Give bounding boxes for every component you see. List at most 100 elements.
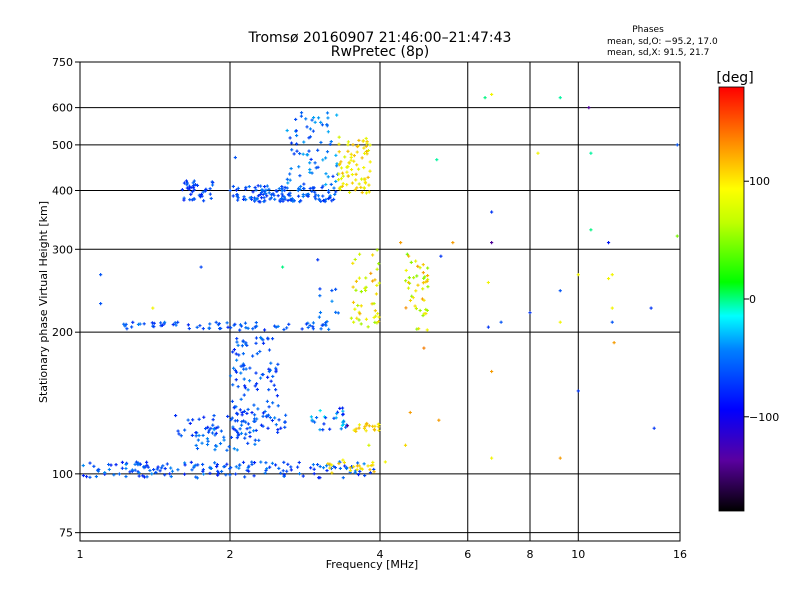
data-point bbox=[208, 471, 212, 475]
data-point bbox=[270, 337, 275, 341]
data-point bbox=[206, 430, 211, 434]
data-point bbox=[284, 413, 288, 417]
data-point bbox=[274, 388, 278, 392]
data-point bbox=[283, 197, 287, 201]
data-point bbox=[365, 141, 369, 145]
data-point bbox=[308, 323, 312, 328]
data-point bbox=[266, 426, 270, 430]
data-point bbox=[208, 466, 212, 470]
data-point bbox=[367, 190, 371, 194]
y-tick-label: 500 bbox=[52, 139, 73, 152]
data-point bbox=[269, 193, 274, 197]
data-point bbox=[242, 363, 246, 368]
data-point bbox=[81, 473, 86, 478]
data-point bbox=[199, 265, 203, 269]
data-point bbox=[270, 461, 275, 465]
data-point bbox=[235, 448, 239, 452]
data-point bbox=[226, 414, 230, 419]
data-point bbox=[412, 276, 416, 280]
data-point bbox=[357, 182, 361, 186]
data-point bbox=[313, 161, 317, 165]
data-point bbox=[273, 463, 278, 467]
data-point bbox=[350, 172, 354, 177]
data-point bbox=[328, 142, 332, 146]
data-point bbox=[324, 197, 328, 202]
data-point bbox=[325, 111, 330, 115]
data-point bbox=[285, 186, 289, 190]
data-point bbox=[252, 413, 257, 417]
data-point bbox=[310, 189, 314, 194]
data-point bbox=[294, 129, 298, 133]
data-point bbox=[367, 424, 371, 428]
data-point bbox=[408, 298, 413, 303]
data-point bbox=[123, 324, 127, 328]
data-point bbox=[244, 420, 248, 424]
data-point bbox=[274, 368, 278, 372]
data-point bbox=[280, 189, 284, 193]
data-point bbox=[295, 149, 299, 153]
data-point bbox=[340, 406, 345, 410]
data-point bbox=[318, 464, 322, 469]
data-point bbox=[368, 468, 372, 472]
data-point bbox=[422, 312, 426, 316]
data-point bbox=[355, 186, 359, 190]
data-point bbox=[124, 466, 128, 471]
data-point bbox=[173, 321, 177, 325]
data-point bbox=[231, 366, 236, 370]
data-point bbox=[304, 322, 309, 326]
data-point bbox=[331, 174, 335, 178]
data-point bbox=[483, 96, 487, 100]
data-point bbox=[190, 190, 195, 194]
data-point bbox=[244, 432, 248, 436]
data-point bbox=[201, 190, 205, 194]
data-point bbox=[267, 388, 271, 392]
data-point bbox=[142, 322, 146, 326]
data-point bbox=[404, 279, 408, 283]
colorbar-tick-label: −100 bbox=[749, 411, 779, 424]
data-point bbox=[352, 154, 356, 158]
data-point bbox=[324, 464, 329, 468]
data-point bbox=[205, 442, 210, 447]
data-point bbox=[276, 427, 280, 432]
data-point bbox=[289, 465, 293, 469]
data-point bbox=[245, 411, 249, 416]
data-point bbox=[353, 188, 357, 192]
data-point bbox=[375, 248, 379, 252]
data-point bbox=[372, 427, 376, 432]
data-point bbox=[219, 429, 224, 433]
y-tick-label: 75 bbox=[59, 527, 73, 540]
data-point bbox=[248, 426, 252, 430]
data-point bbox=[88, 475, 92, 479]
data-point bbox=[337, 142, 341, 146]
data-point bbox=[276, 430, 280, 434]
data-point bbox=[292, 152, 296, 156]
x-tick-label: 4 bbox=[377, 548, 384, 561]
data-point bbox=[255, 352, 259, 356]
data-point bbox=[322, 422, 326, 426]
data-point bbox=[345, 170, 349, 174]
data-point bbox=[296, 188, 300, 193]
data-point bbox=[109, 463, 113, 467]
data-point bbox=[201, 469, 205, 473]
data-point bbox=[304, 117, 308, 121]
data-point bbox=[277, 187, 281, 191]
data-point bbox=[368, 471, 373, 475]
data-point bbox=[222, 465, 226, 469]
data-point bbox=[350, 181, 355, 185]
data-point bbox=[356, 167, 361, 171]
data-point bbox=[244, 326, 248, 330]
data-point bbox=[356, 473, 361, 477]
data-point bbox=[316, 258, 320, 262]
data-point bbox=[246, 422, 251, 426]
data-point bbox=[610, 320, 614, 324]
data-point bbox=[253, 185, 257, 190]
data-point bbox=[359, 289, 363, 294]
data-point bbox=[406, 286, 411, 290]
data-point bbox=[254, 320, 258, 325]
data-point bbox=[173, 413, 178, 418]
data-point bbox=[197, 417, 201, 421]
data-point bbox=[248, 434, 252, 439]
data-point bbox=[106, 462, 111, 467]
data-point bbox=[200, 462, 205, 467]
data-point bbox=[280, 192, 284, 196]
